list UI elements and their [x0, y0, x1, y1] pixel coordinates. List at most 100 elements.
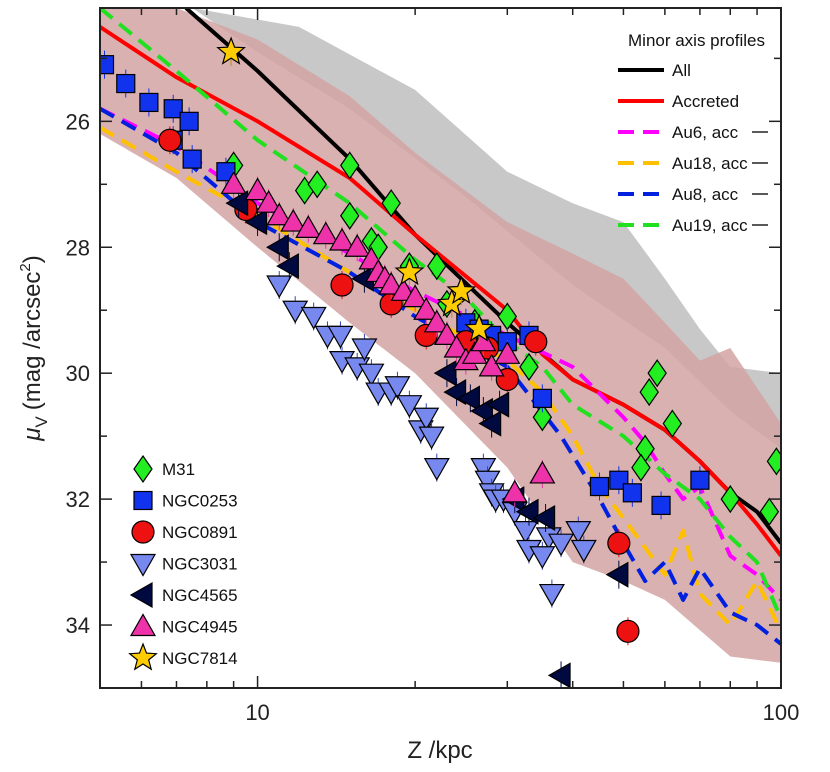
line-au19-acc — [100, 8, 781, 620]
data-point — [413, 297, 440, 320]
data-point — [766, 447, 781, 476]
data-point — [461, 341, 488, 364]
legend-point-m31: M31 — [133, 454, 195, 484]
legend-point-label: NGC0253 — [162, 492, 238, 511]
data-point — [605, 561, 629, 588]
data-point — [529, 460, 556, 484]
data-point — [478, 410, 502, 437]
data-point — [651, 495, 671, 516]
x-axis-label: Z /kpc — [407, 737, 472, 764]
y-tick-label: 30 — [66, 361, 90, 386]
legend-line-all: All — [618, 61, 691, 80]
legend-line-label: Au8, acc — [672, 185, 739, 204]
data-point — [402, 284, 429, 308]
data-point — [244, 177, 271, 201]
data-point — [139, 92, 159, 113]
data-point — [515, 498, 539, 525]
y-tick-label: 28 — [66, 235, 90, 260]
data-point — [494, 341, 521, 364]
data-point — [280, 208, 307, 232]
data-point — [532, 504, 556, 532]
data-point — [470, 328, 497, 352]
data-point — [266, 275, 293, 299]
series-ngc3031 — [266, 271, 597, 608]
data-point — [418, 426, 445, 450]
y-axis-mu: μ — [19, 428, 46, 442]
legend-line-au6-acc: Au6, acc — [618, 123, 768, 142]
y-tick-label: 32 — [66, 487, 90, 512]
data-point — [312, 221, 339, 245]
legend-point-ngc4565: NGC4565 — [129, 581, 238, 609]
data-point — [378, 271, 405, 295]
data-point — [182, 149, 202, 169]
data-point — [443, 334, 470, 358]
legend-point-marker — [129, 613, 157, 637]
data-point — [220, 171, 247, 194]
data-point — [478, 353, 505, 377]
legend-line-au8-acc: Au8, acc — [618, 185, 768, 204]
legend-point-marker — [129, 581, 153, 609]
data-point — [381, 189, 401, 218]
data-point — [647, 359, 667, 388]
legend-line-au19-acc: Au19, acc — [618, 216, 768, 235]
legend-point-ngc0253: NGC0253 — [133, 490, 238, 511]
legend-line-label: Accreted — [672, 92, 739, 111]
data-point — [116, 73, 136, 94]
data-point — [255, 189, 282, 213]
legend-point-marker — [128, 642, 158, 671]
data-point — [158, 128, 182, 152]
legend-point-label: NGC7814 — [162, 649, 238, 668]
data-point — [266, 202, 293, 226]
y-axis-close: ) — [19, 255, 46, 263]
data-point — [519, 352, 539, 381]
y-tick-label: 26 — [66, 109, 90, 134]
data-point — [616, 619, 640, 643]
y-axis-exp: 2 — [17, 263, 34, 271]
data-point — [759, 497, 780, 526]
lines-legend-title: Minor axis profiles — [628, 31, 765, 50]
data-point — [216, 36, 246, 65]
x-axis-title: Z /kpc — [407, 737, 472, 764]
data-point — [295, 215, 322, 238]
svg-text:μV(mag /arcsec2): μV (mag /arcsec2) — [17, 255, 51, 442]
legend-point-ngc7814: NGC7814 — [128, 642, 238, 671]
legend-point-label: NGC4945 — [162, 618, 238, 637]
data-point — [282, 300, 309, 324]
data-point — [538, 583, 565, 607]
legend-point-ngc4945: NGC4945 — [129, 613, 238, 637]
legend-point-marker — [133, 454, 153, 484]
legend-line-label: Au19, acc — [672, 216, 748, 235]
legend-line-label: All — [672, 61, 691, 80]
line-accreted — [100, 25, 781, 558]
data-point — [340, 201, 360, 230]
data-point — [394, 256, 425, 286]
series-ngc7814 — [216, 36, 494, 344]
data-point — [358, 363, 385, 387]
data-point — [216, 162, 236, 182]
lines-legend: Minor axis profiles All Accreted Au6, acc A… — [618, 31, 768, 235]
data-point — [512, 520, 539, 544]
legend-line-label: Au18, acc — [672, 154, 748, 173]
data-point — [328, 227, 356, 251]
legend-point-label: NGC4565 — [162, 586, 238, 605]
data-point — [446, 275, 477, 305]
data-point — [100, 55, 115, 75]
line-au6-acc — [100, 106, 781, 602]
data-point — [330, 273, 354, 297]
series-ngc4945 — [220, 170, 556, 507]
data-point — [474, 470, 501, 494]
data-point — [464, 313, 494, 342]
points-legend: M31 NGC0253 NGC0891 NGC3031 NGC4565 NGC4945 NG… — [128, 454, 238, 671]
x-tick-label: 100 — [763, 700, 800, 725]
data-point — [327, 325, 354, 349]
y-axis-sub: V — [32, 416, 51, 428]
legend-point-marker — [129, 553, 157, 577]
data-point — [565, 520, 592, 544]
data-point — [547, 662, 571, 688]
legend-point-label: NGC0891 — [162, 523, 238, 542]
data-point — [179, 111, 199, 131]
data-point — [662, 409, 683, 438]
data-point — [501, 479, 528, 503]
data-point — [300, 306, 327, 330]
